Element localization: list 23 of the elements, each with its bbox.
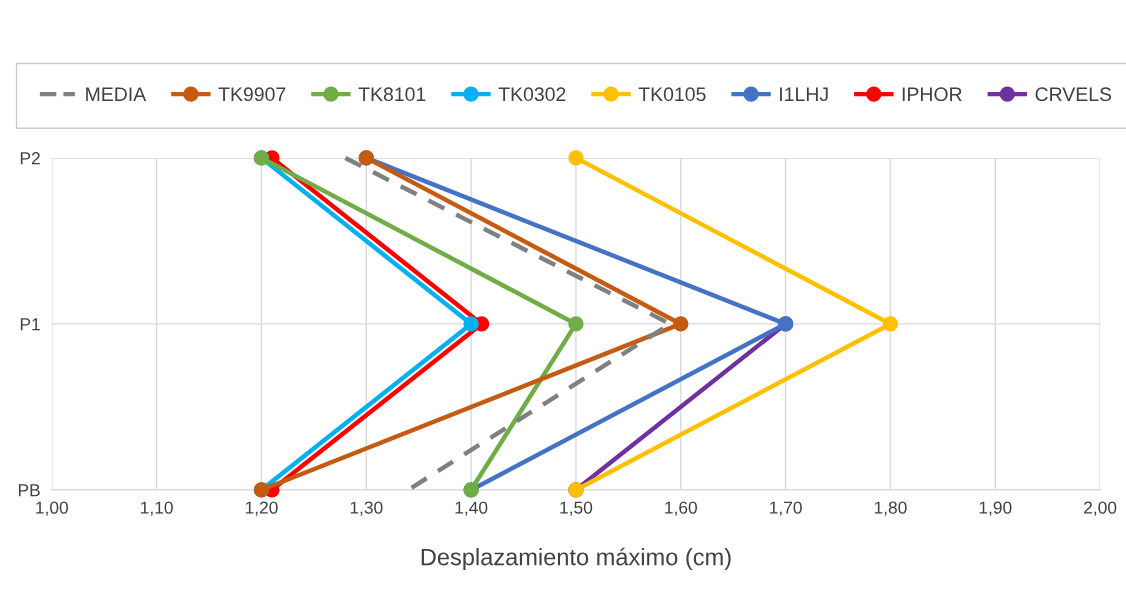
legend-label: TK8101: [358, 87, 426, 102]
x-tick-label: 1,20: [245, 501, 278, 516]
x-axis-title: Desplazamiento máximo (cm): [421, 547, 731, 571]
x-tick-label: 1,60: [665, 501, 697, 516]
y-tick-label: P2: [20, 152, 40, 165]
legend-label: CRVELS: [1035, 87, 1112, 102]
x-tick-label: 1,50: [560, 501, 593, 516]
x-tick-label: 1,00: [36, 501, 69, 516]
x-tick-label: 1,40: [455, 501, 488, 516]
legend-label: MEDIA: [86, 87, 147, 101]
x-tick-label: 1,80: [874, 501, 907, 516]
x-tick-label: 2,00: [1084, 501, 1117, 516]
legend-label: TK0302: [498, 87, 566, 102]
legend-label: I1LHJ: [780, 87, 828, 102]
legend-label: TK9907: [218, 87, 286, 102]
x-tick-label: 1,30: [350, 501, 383, 516]
y-tick-label: PB: [18, 484, 40, 497]
legend-label: IPHOR: [902, 87, 962, 102]
y-tick-label: P1: [20, 318, 40, 331]
legend-label: TK0105: [638, 87, 706, 102]
x-tick-label: 1,90: [979, 501, 1012, 516]
x-tick-label: 1,10: [141, 501, 173, 516]
x-tick-label: 1,70: [770, 501, 802, 516]
